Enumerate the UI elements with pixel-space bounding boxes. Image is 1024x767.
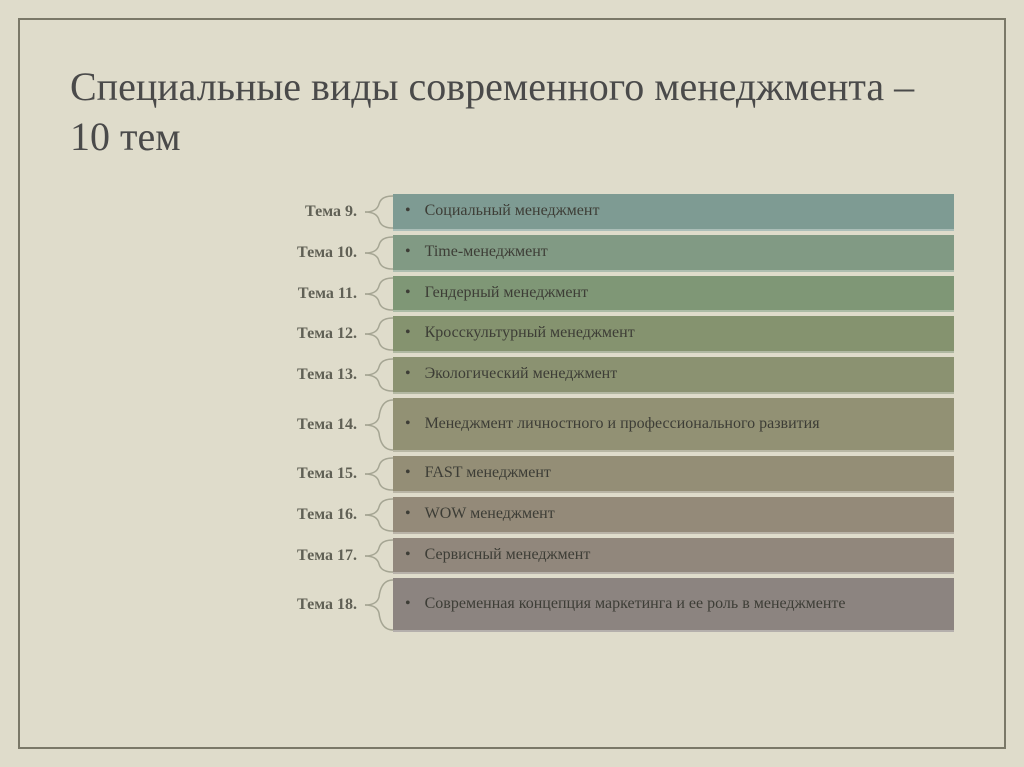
connector-icon xyxy=(365,497,393,533)
topic-row: Тема 9. • Социальный менеджмент xyxy=(210,194,954,231)
topic-text: Кросскультурный менеджмент xyxy=(425,323,635,344)
topic-content: • Time-менеджмент xyxy=(393,235,954,272)
topic-content: • Экологический менеджмент xyxy=(393,357,954,394)
topic-row: Тема 11. • Гендерный менеджмент xyxy=(210,276,954,313)
bullet-icon: • xyxy=(405,242,411,263)
topic-row: Тема 12. • Кросскультурный менеджмент xyxy=(210,316,954,353)
connector-icon xyxy=(365,357,393,393)
topic-label: Тема 18. xyxy=(210,578,365,632)
topic-label: Тема 16. xyxy=(210,497,365,533)
topic-label: Тема 11. xyxy=(210,276,365,312)
bullet-icon: • xyxy=(405,323,411,344)
topic-content: • Социальный менеджмент xyxy=(393,194,954,231)
topic-content: • FAST менеджмент xyxy=(393,456,954,493)
connector-icon xyxy=(365,276,393,312)
topic-content: • WOW менеджмент xyxy=(393,497,954,534)
connector-icon xyxy=(365,194,393,230)
topic-text: Менеджмент личностного и профессионально… xyxy=(425,414,820,435)
topic-row: Тема 16. • WOW менеджмент xyxy=(210,497,954,534)
bullet-icon: • xyxy=(405,414,411,435)
topic-text: Социальный менеджмент xyxy=(425,201,600,222)
topic-label: Тема 10. xyxy=(210,235,365,271)
topic-label: Тема 12. xyxy=(210,316,365,352)
connector-icon xyxy=(365,316,393,352)
topic-content: • Менеджмент личностного и профессиональн… xyxy=(393,398,954,452)
bullet-icon: • xyxy=(405,545,411,566)
connector-icon xyxy=(365,578,393,632)
slide-title: Специальные виды современного менеджмент… xyxy=(70,62,954,162)
topic-row: Тема 15. • FAST менеджмент xyxy=(210,456,954,493)
topic-text: Time-менеджмент xyxy=(425,242,548,263)
topic-text: Современная концепция маркетинга и ее ро… xyxy=(425,594,846,615)
bullet-icon: • xyxy=(405,594,411,615)
topic-text: Гендерный менеджмент xyxy=(425,283,588,304)
topic-row: Тема 17. • Сервисный менеджмент xyxy=(210,538,954,575)
connector-icon xyxy=(365,235,393,271)
topic-row: Тема 13. • Экологический менеджмент xyxy=(210,357,954,394)
topic-label: Тема 17. xyxy=(210,538,365,574)
topic-row: Тема 14. • Менеджмент личностного и профе… xyxy=(210,398,954,452)
topic-text: WOW менеджмент xyxy=(425,504,555,525)
topic-row: Тема 10. • Time-менеджмент xyxy=(210,235,954,272)
bullet-icon: • xyxy=(405,504,411,525)
topic-content: • Современная концепция маркетинга и ее р… xyxy=(393,578,954,632)
connector-icon xyxy=(365,398,393,452)
connector-icon xyxy=(365,538,393,574)
topic-label: Тема 14. xyxy=(210,398,365,452)
bullet-icon: • xyxy=(405,201,411,222)
bullet-icon: • xyxy=(405,463,411,484)
slide-frame: Специальные виды современного менеджмент… xyxy=(18,18,1006,749)
topic-label: Тема 13. xyxy=(210,357,365,393)
topic-text: FAST менеджмент xyxy=(425,463,551,484)
topic-label: Тема 9. xyxy=(210,194,365,230)
topic-row: Тема 18. • Современная концепция маркетин… xyxy=(210,578,954,632)
topic-text: Сервисный менеджмент xyxy=(425,545,591,566)
topic-content: • Сервисный менеджмент xyxy=(393,538,954,575)
bullet-icon: • xyxy=(405,283,411,304)
topic-text: Экологический менеджмент xyxy=(425,364,618,385)
topic-content: • Гендерный менеджмент xyxy=(393,276,954,313)
bullet-icon: • xyxy=(405,364,411,385)
connector-icon xyxy=(365,456,393,492)
topic-content: • Кросскультурный менеджмент xyxy=(393,316,954,353)
topic-label: Тема 15. xyxy=(210,456,365,492)
topic-table: Тема 9. • Социальный менеджмент Тема 10. •… xyxy=(210,194,954,632)
